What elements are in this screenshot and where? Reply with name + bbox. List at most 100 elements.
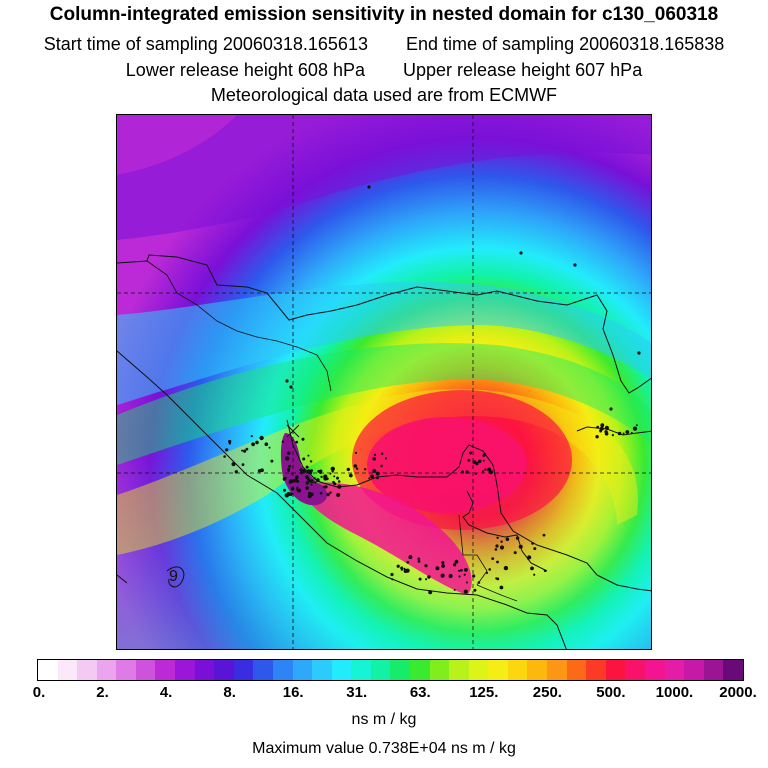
particle-point: [259, 435, 264, 441]
particle-point: [481, 470, 485, 473]
particle-point: [487, 467, 492, 472]
particle-points: [223, 185, 641, 595]
particle-point: [384, 457, 388, 460]
particle-point: [300, 471, 304, 475]
particle-point: [396, 564, 400, 568]
color-scale-segment: [155, 660, 176, 680]
particle-point: [505, 537, 510, 541]
particle-point: [417, 557, 421, 561]
upper-height-value: 607 hPa: [575, 60, 643, 80]
particle-point: [307, 494, 312, 499]
particle-point: [530, 566, 534, 571]
particle-point: [370, 474, 374, 479]
particle-point: [464, 568, 468, 572]
contour-line: [166, 566, 185, 588]
color-scale-tick-label: 125.: [469, 684, 499, 701]
particle-point: [333, 475, 336, 478]
particle-point: [474, 472, 477, 475]
particle-point: [287, 469, 290, 473]
particle-point: [611, 434, 614, 437]
particle-point: [391, 578, 394, 581]
color-scale-segment: [57, 660, 78, 680]
coast-fragment: [117, 574, 128, 584]
color-scale-segment: [312, 660, 332, 680]
particle-point: [375, 471, 380, 476]
particle-point: [354, 451, 358, 454]
particle-point: [251, 442, 256, 447]
cyan-band: [117, 281, 651, 405]
particle-point: [313, 477, 316, 480]
color-scale-segment: [38, 660, 58, 680]
color-scale-segment: [116, 660, 136, 680]
particle-point: [604, 425, 609, 430]
receptor-marker: [286, 424, 300, 438]
particle-point: [499, 545, 505, 550]
particle-point: [241, 463, 245, 466]
particle-point: [617, 431, 622, 436]
particle-point: [296, 486, 299, 489]
particle-point: [305, 465, 309, 469]
particle-point: [472, 574, 476, 578]
color-scale-segment: [625, 660, 645, 680]
pacific-coast: [117, 350, 567, 649]
color-scale-tick-label: 8.: [223, 684, 236, 701]
coastlines: [117, 254, 651, 649]
met-data-source: Meteorological data used are from ECMWF: [210, 85, 558, 105]
particle-point: [600, 427, 604, 431]
particle-point: [467, 458, 471, 462]
particle-point: [460, 568, 463, 572]
color-scale-segment: [175, 660, 195, 680]
particle-point: [473, 588, 477, 592]
particle-point: [290, 487, 295, 491]
maximum-value-label: Maximum value: [252, 740, 365, 757]
particle-point: [465, 470, 469, 474]
particle-point: [400, 566, 404, 570]
color-scale-segment: [644, 660, 665, 680]
particle-point: [375, 476, 379, 480]
particle-point: [622, 432, 625, 435]
particle-point: [515, 536, 520, 540]
particle-point: [285, 379, 289, 383]
color-scale-tick-label: 2000.: [719, 684, 757, 701]
receptor-marker-stroke: [286, 424, 300, 438]
particle-point: [609, 407, 613, 411]
particle-point: [331, 470, 334, 473]
particle-point: [355, 467, 359, 470]
particle-point: [329, 472, 332, 475]
particle-point: [533, 547, 537, 551]
color-scale-segment: [449, 660, 469, 680]
particle-point: [604, 430, 608, 434]
particle-point: [625, 430, 630, 434]
start-time-value: 20060318.165613: [222, 34, 368, 54]
color-scale-segment: [664, 660, 685, 680]
particle-point: [405, 568, 410, 573]
lower-height-value: 608 hPa: [297, 60, 365, 80]
particle-point: [290, 472, 293, 475]
particle-point: [225, 448, 229, 452]
particle-point: [348, 473, 353, 478]
color-scale-segment: [272, 660, 293, 680]
particle-point: [500, 540, 503, 543]
particle-point: [353, 464, 358, 468]
particle-point: [309, 479, 314, 484]
particle-point: [223, 455, 226, 458]
particle-point: [406, 560, 410, 564]
particle-point: [322, 485, 326, 489]
particle-point: [314, 481, 317, 484]
particle-point: [372, 457, 376, 461]
particle-point: [573, 263, 577, 267]
particle-point: [477, 459, 482, 464]
particle-point: [301, 437, 305, 441]
maximum-value: 0.738E+04 ns m / kg: [368, 740, 516, 757]
release-height-line: Lower release height 608 hPa Upper relea…: [0, 60, 768, 81]
particle-point: [250, 435, 253, 438]
particle-point: [372, 469, 377, 473]
color-scale-segment: [605, 660, 626, 680]
us-mexico-border: [146, 260, 332, 392]
particle-point: [463, 573, 466, 576]
particle-point: [320, 475, 323, 479]
particle-point: [330, 466, 335, 471]
particle-point: [264, 442, 269, 447]
particle-point: [483, 453, 487, 457]
particle-point: [228, 442, 231, 445]
